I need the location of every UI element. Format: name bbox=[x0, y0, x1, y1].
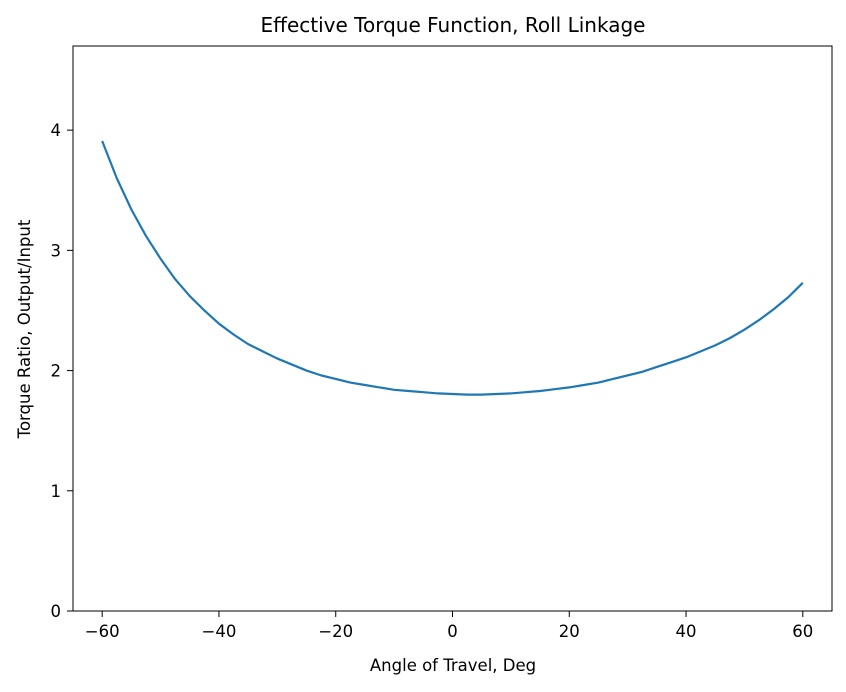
series-line-0 bbox=[101, 140, 804, 396]
x-tick-label: −20 bbox=[318, 622, 353, 641]
x-axis: −60 −40 −20 0 20 40 60 bbox=[85, 611, 813, 641]
x-axis-label: Angle of Travel, Deg bbox=[370, 656, 536, 675]
y-tick-label: 1 bbox=[51, 482, 62, 501]
y-tick-label: 0 bbox=[51, 602, 62, 621]
chart-title: Effective Torque Function, Roll Linkage bbox=[261, 13, 646, 37]
plot-frame bbox=[72, 45, 833, 612]
x-tick-label: 40 bbox=[676, 622, 697, 641]
y-tick-label: 4 bbox=[51, 121, 62, 140]
x-tick-label: −60 bbox=[85, 622, 120, 641]
plot-area bbox=[101, 140, 804, 396]
x-tick-label: 0 bbox=[447, 622, 458, 641]
x-tick-label: 20 bbox=[559, 622, 580, 641]
x-tick-label: −40 bbox=[202, 622, 237, 641]
y-tick-label: 3 bbox=[51, 241, 62, 260]
y-tick-label: 2 bbox=[51, 362, 62, 381]
y-axis-label: Torque Ratio, Output/Input bbox=[15, 219, 34, 439]
x-tick-label: 60 bbox=[792, 622, 813, 641]
y-axis: 0 1 2 3 4 bbox=[51, 121, 73, 621]
